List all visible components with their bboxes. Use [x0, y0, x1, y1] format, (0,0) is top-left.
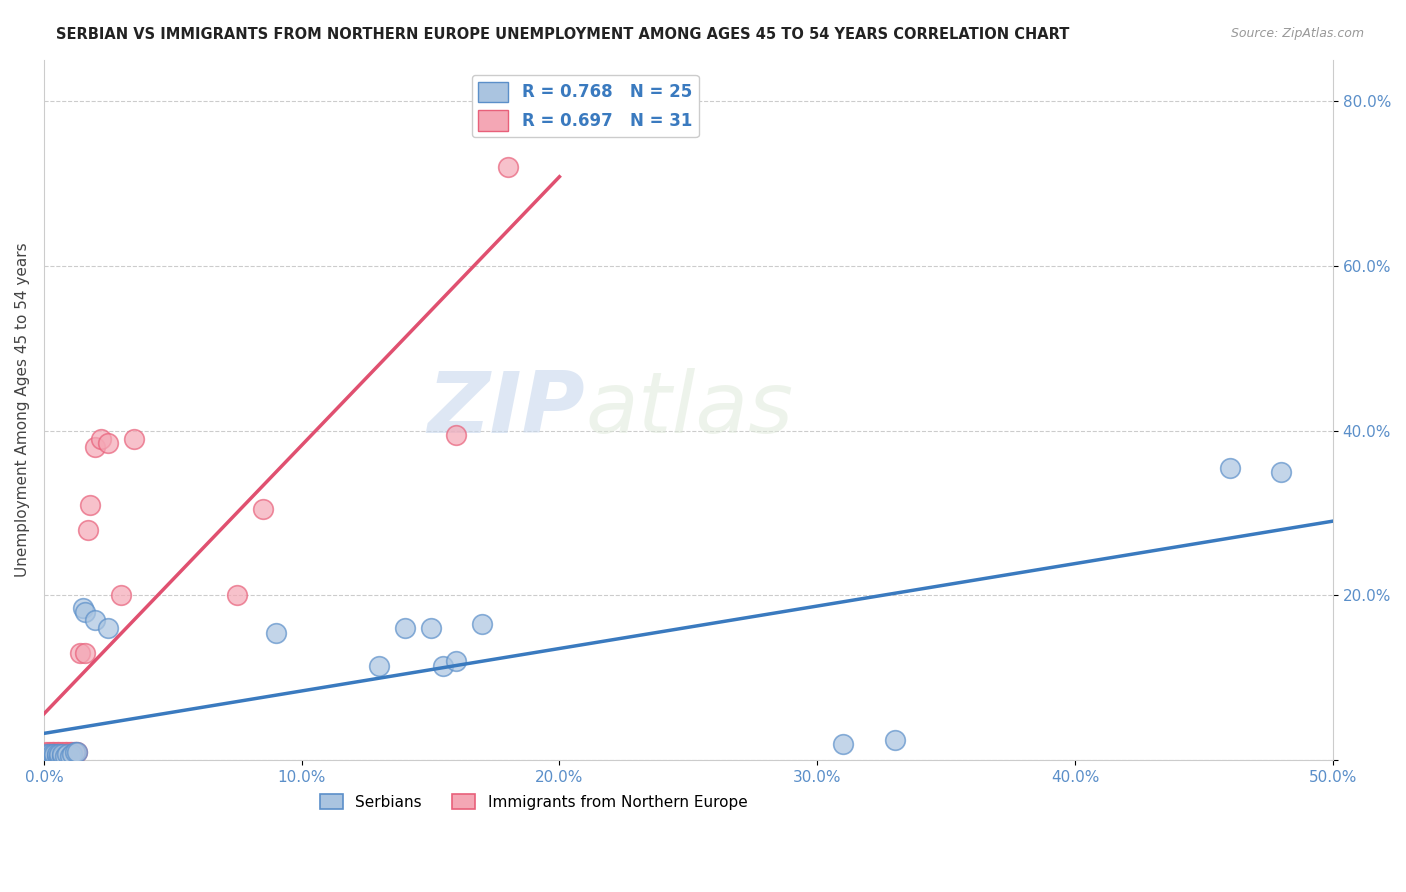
Point: [75, 605, 97, 619]
Point: [496, 160, 519, 174]
Point: [419, 622, 441, 636]
Point: [53, 745, 76, 759]
Point: [72, 600, 94, 615]
Point: [446, 427, 468, 442]
Point: [41, 745, 63, 759]
Point: [832, 737, 855, 751]
Point: [66, 745, 89, 759]
Point: [66, 745, 89, 759]
Point: [84, 613, 107, 627]
Point: [38, 745, 60, 759]
Point: [368, 658, 391, 673]
Point: [35, 749, 58, 764]
Point: [45, 747, 67, 761]
Point: [45, 745, 67, 759]
Point: [252, 502, 274, 516]
Point: [38, 747, 60, 761]
Point: [84, 440, 107, 454]
Point: [51, 745, 73, 759]
Point: [35, 749, 58, 764]
Point: [69, 646, 91, 660]
Point: [38, 749, 60, 764]
Point: [51, 749, 73, 764]
Point: [471, 617, 494, 632]
Point: [97, 622, 120, 636]
Point: [79, 498, 101, 512]
Point: [51, 747, 73, 761]
Point: [44, 747, 66, 761]
Point: [45, 749, 67, 764]
Point: [38, 749, 60, 764]
Point: [45, 749, 67, 764]
Point: [432, 658, 454, 673]
Point: [90, 432, 112, 446]
Point: [264, 625, 287, 640]
Y-axis label: Unemployment Among Ages 45 to 54 years: Unemployment Among Ages 45 to 54 years: [15, 243, 30, 577]
Point: [48, 745, 70, 759]
Point: [53, 749, 76, 764]
Point: [56, 745, 79, 759]
Point: [226, 589, 249, 603]
Point: [48, 749, 70, 764]
Point: [48, 747, 70, 761]
Point: [63, 745, 86, 759]
Point: [75, 646, 97, 660]
Point: [59, 749, 82, 764]
Text: SERBIAN VS IMMIGRANTS FROM NORTHERN EUROPE UNEMPLOYMENT AMONG AGES 45 TO 54 YEAR: SERBIAN VS IMMIGRANTS FROM NORTHERN EURO…: [56, 27, 1070, 42]
Point: [35, 745, 58, 759]
Point: [60, 745, 83, 759]
Point: [44, 745, 66, 759]
Point: [883, 732, 905, 747]
Text: ZIP: ZIP: [427, 368, 585, 451]
Point: [63, 745, 86, 759]
Point: [76, 523, 98, 537]
Point: [394, 622, 416, 636]
Point: [56, 747, 79, 761]
Point: [59, 745, 82, 759]
Point: [41, 749, 63, 764]
Point: [48, 749, 70, 764]
Text: atlas: atlas: [585, 368, 793, 451]
Point: [1270, 465, 1292, 479]
Point: [122, 432, 145, 446]
Point: [41, 749, 63, 764]
Legend: Serbians, Immigrants from Northern Europe: Serbians, Immigrants from Northern Europ…: [314, 788, 754, 816]
Point: [97, 436, 120, 450]
Text: Source: ZipAtlas.com: Source: ZipAtlas.com: [1230, 27, 1364, 40]
Point: [44, 749, 66, 764]
Point: [1219, 460, 1241, 475]
Point: [110, 589, 132, 603]
Point: [446, 655, 468, 669]
Point: [60, 747, 83, 761]
Point: [41, 747, 63, 761]
Point: [35, 747, 58, 761]
